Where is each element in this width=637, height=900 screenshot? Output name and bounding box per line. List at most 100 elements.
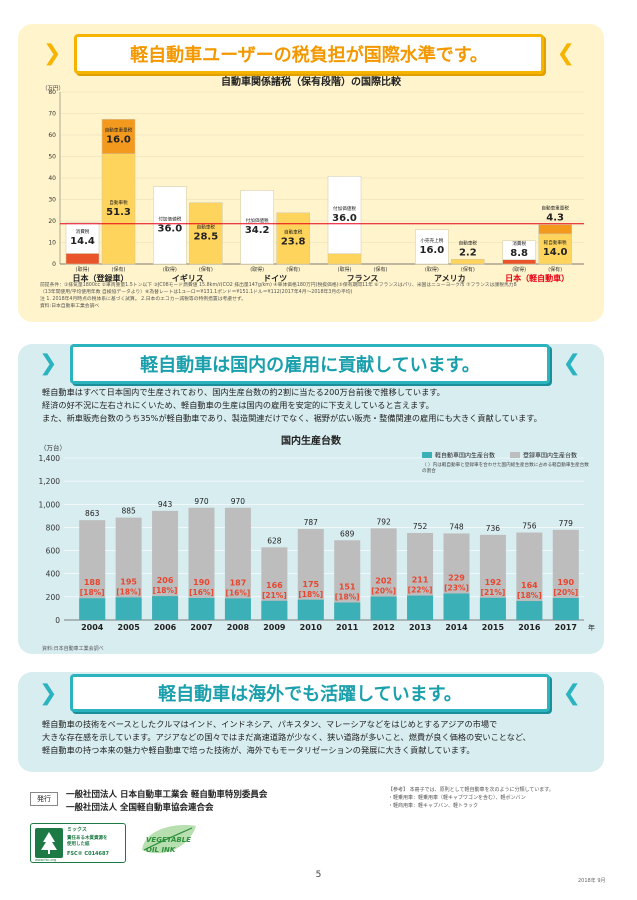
employment-paragraph-2: 経済の好不況に左右されにくいため、軽自動車の生産は国内の雇用を安定的に下支えして… (42, 400, 434, 410)
tax-segment-label: 付加価値税 (246, 217, 269, 224)
fsc-mix: ミックス (67, 827, 87, 833)
production-year-label: 2014 (445, 623, 468, 632)
production-year-label: 2007 (190, 623, 212, 632)
production-year-label: 2009 (263, 623, 286, 632)
production-kei-bar (552, 598, 579, 620)
production-kei-bar (334, 602, 361, 620)
tax-tick-label: 80 (48, 89, 56, 96)
production-kei-bar (261, 600, 288, 620)
production-total-label: 779 (559, 519, 574, 528)
production-chart: （万台）02004006008001,0001,2001,400863188[1… (39, 443, 595, 632)
tax-phase-label: (保有) (286, 266, 300, 273)
tax-phase-label: (取得) (512, 266, 526, 273)
publisher-org-2: 一般社団法人 全国軽自動車協会連合会 (66, 803, 214, 813)
tax-country-label: フランス (347, 274, 379, 283)
production-year-label: 2008 (227, 623, 250, 632)
tax-bar-segment (276, 212, 310, 265)
tax-value-label: 16.0 (106, 135, 131, 146)
tax-country-label: 日本（登録車） (73, 273, 129, 283)
legend-kei-label: 軽自動車国内生産台数 (435, 452, 495, 460)
production-kei-label: 195 (120, 577, 137, 586)
tax-value-label: 51.3 (106, 207, 131, 218)
fsc-tree-icon (35, 828, 63, 858)
tax-chart-title: 自動車関係諸税（保有段階）の国際比較 (221, 77, 401, 88)
section-employment: 軽自動車は国内の雇用に貢献しています。 ❯ ❮ 軽自動車はすべて日本国内で生産され… (18, 344, 604, 654)
vegetable-oil-ink-line-1: VEGETABLE (146, 836, 191, 844)
legend-total-swatch (510, 452, 520, 458)
production-tick-label: 600 (46, 547, 61, 556)
production-kei-bar (370, 596, 397, 620)
section-title-tax: 軽自動車ユーザーの税負担が国際水準です。 ❯ ❮ (43, 34, 575, 74)
tax-tick-label: 10 (48, 240, 56, 247)
production-year-label: 2017 (555, 623, 577, 632)
tax-value-label: 14.0 (543, 247, 568, 258)
production-total-label: 787 (304, 518, 319, 527)
vegetable-oil-ink-line-2: OIL INK (146, 846, 176, 854)
overseas-paragraph-1: 軽自動車の技術をベースとしたクルマはインド、インドネシア、パキスタン、マレーシア… (42, 719, 498, 729)
production-kei-bar (115, 597, 142, 620)
banner-right-chevron-icon: ❮ (562, 681, 581, 706)
production-kei-label: 192 (485, 578, 502, 587)
tax-segment-label: 消費税 (512, 240, 526, 247)
production-kei-label: 211 (412, 576, 429, 585)
production-share-label: [22%] (408, 586, 433, 595)
page-number: 5 (315, 870, 322, 880)
tax-tick-label: 0 (52, 261, 56, 268)
publication-date: 2018年 9月 (578, 878, 606, 884)
production-year-label: 2011 (336, 623, 359, 632)
tax-bar-segment (451, 259, 485, 265)
tax-phase-label: (保有) (199, 266, 213, 273)
production-total-label: 970 (194, 497, 209, 506)
publisher-label: 発行 (30, 792, 58, 806)
tax-phase-label: (保有) (461, 266, 475, 273)
vegetable-oil-ink-icon (142, 825, 196, 854)
tax-value-label: 16.0 (419, 245, 444, 256)
production-year-label: 2005 (118, 623, 141, 632)
production-share-label: [18%] (153, 586, 178, 595)
banner-left-chevron-icon: ❯ (43, 41, 62, 66)
publisher-org-1: 一般社団法人 日本自動車工業会 軽自動車特別委員会 (66, 790, 268, 800)
production-tick-label: 200 (46, 593, 61, 602)
tax-tick-label: 60 (48, 132, 56, 139)
fsc-url: www.fsc.org (35, 858, 57, 862)
tax-bar-segment (538, 233, 572, 265)
production-kei-bar (443, 593, 470, 620)
production-kei-label: 175 (302, 580, 319, 589)
production-share-label: [18%] (116, 587, 141, 596)
production-total-label: 970 (231, 497, 246, 506)
tax-value-label: 2.2 (459, 247, 477, 258)
tax-bar-segment (65, 222, 100, 254)
production-tick-label: 400 (46, 570, 61, 579)
production-kei-label: 164 (521, 581, 538, 590)
tax-bar-segment (327, 253, 362, 265)
section-title-tax-text: 軽自動車ユーザーの税負担が国際水準です。 (130, 45, 488, 66)
tax-bar-segment (502, 240, 536, 260)
tax-value-label: 36.0 (332, 213, 357, 224)
employment-paragraph-1: 軽自動車はすべて日本国内で生産されており、国内生産台数の約2割に当たる200万台… (42, 387, 445, 397)
tax-axis-unit: （万円） (42, 85, 64, 92)
tax-country-label: イギリス (172, 273, 204, 283)
production-year-label: 2015 (482, 623, 505, 632)
tax-value-label: 8.8 (510, 248, 528, 259)
fsc-line-2: 責任ある木質資源を (67, 836, 108, 841)
production-share-label: [20%] (553, 588, 578, 597)
tax-bar-segment (65, 253, 100, 265)
production-kei-bar (297, 599, 324, 620)
banner-left-chevron-icon: ❯ (39, 351, 58, 376)
tax-bar-segment (415, 229, 449, 265)
production-total-label: 628 (267, 536, 282, 545)
tax-phase-label: (取得) (250, 266, 264, 273)
tax-segment-label: 自動車税 (459, 239, 478, 246)
tax-phase-label: (取得) (338, 266, 352, 273)
tax-value-label: 36.0 (157, 223, 182, 234)
tax-segment-label: 軽自動車税 (544, 239, 567, 246)
production-chart-title: 国内生産台数 (281, 436, 341, 447)
production-total-label: 792 (376, 517, 391, 526)
production-total-label: 943 (158, 500, 173, 509)
production-share-label: [20%] (371, 587, 396, 596)
production-year-suffix: 年 (588, 623, 595, 632)
reference-note-line-1: 【参考】 本冊子では、原則として軽自動車を次のように分類しています。 (388, 787, 554, 793)
tax-bar-segment (538, 224, 572, 235)
banner-left-chevron-icon: ❯ (39, 681, 58, 706)
production-share-label: [16%] (226, 588, 251, 597)
